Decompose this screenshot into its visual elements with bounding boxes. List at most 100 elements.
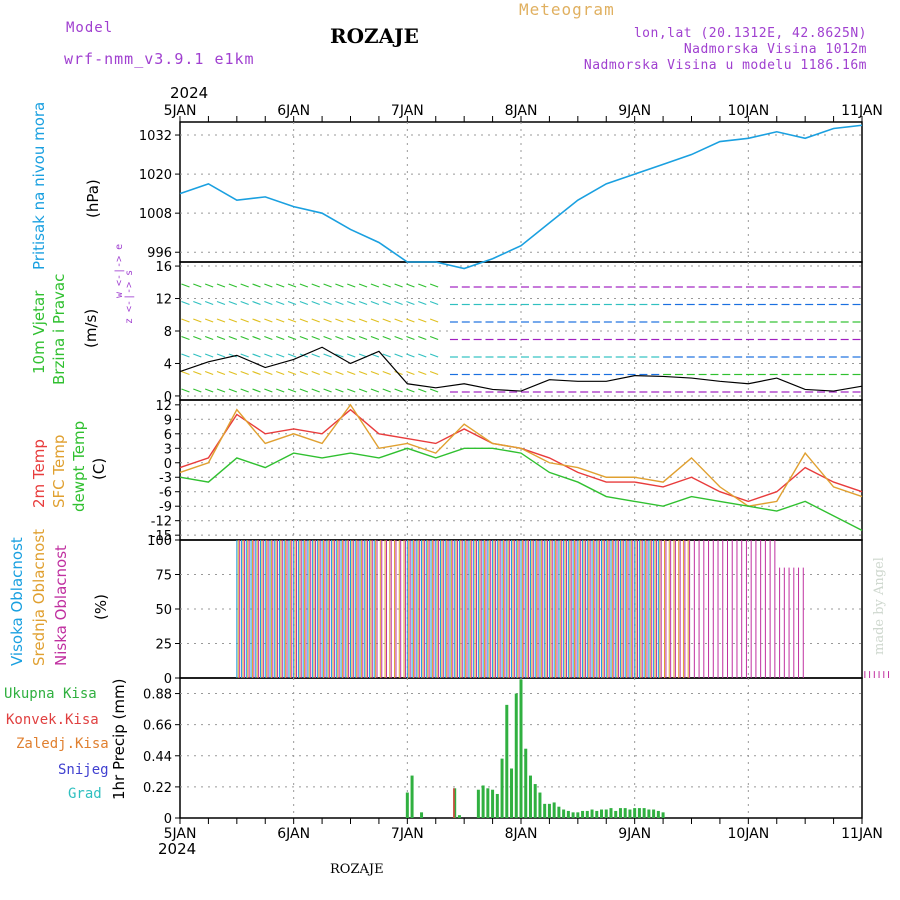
wind-barb: [193, 283, 202, 288]
wind-barb: [358, 370, 368, 376]
cloud-ytick-label: 50: [155, 603, 172, 618]
wind-barb: [323, 370, 332, 376]
precip-bar-total: [547, 803, 551, 818]
precip-ytick-label: 0: [164, 812, 172, 827]
cloud-ytick-label: 0: [164, 672, 172, 687]
wind-barb: [429, 388, 439, 393]
wind-barb: [429, 318, 439, 323]
wind-barb: [335, 388, 344, 393]
wind-barb: [382, 283, 391, 288]
wind-barb: [228, 370, 238, 376]
pressure-ytick-label: 1032: [139, 129, 172, 144]
wind-barb: [323, 318, 332, 323]
wind-barb: [406, 318, 415, 323]
station-title: ROZAJE: [330, 24, 419, 48]
year-top: 2024: [170, 84, 209, 102]
pressure-ytick-label: 996: [147, 246, 172, 261]
precip-bar-total: [514, 693, 518, 818]
precip-ytick-label: 0.88: [143, 688, 172, 703]
wind-barb: [323, 388, 332, 393]
temp-ytick-label: 0: [164, 457, 172, 472]
wind-barb: [429, 335, 439, 341]
wind-barb: [335, 283, 344, 288]
wind-barb: [216, 318, 226, 323]
precip-legend-snow: Snijeg: [58, 762, 109, 778]
precip-bar-total: [656, 810, 660, 818]
temp-ytick-label: -3: [159, 471, 172, 486]
cloud-ytick-label: 75: [155, 569, 172, 584]
wind-barb: [204, 353, 214, 358]
precip-bar-total: [486, 788, 490, 818]
wind-barb: [264, 300, 273, 306]
wind-barb: [429, 370, 439, 376]
wind-barb: [216, 335, 226, 341]
wind-barb: [311, 300, 320, 306]
wind-barb: [240, 283, 249, 288]
wind-barb: [418, 388, 427, 393]
pressure-line: [179, 124, 863, 270]
wind-barb: [418, 335, 427, 341]
precip-bar-total: [633, 808, 637, 818]
wind-barb: [287, 318, 297, 323]
wind-barb: [418, 283, 427, 288]
wind-barb: [181, 318, 190, 323]
precip-bar-total: [590, 809, 594, 818]
precip-bar-total: [528, 775, 532, 818]
wind-barb: [252, 283, 261, 288]
precip-bar-total: [571, 812, 575, 818]
year-bottom: 2024: [158, 840, 197, 858]
wind-barb: [216, 370, 226, 376]
wind-barb: [228, 283, 238, 288]
temp-ytick-label: 9: [164, 413, 172, 428]
wind-barb: [394, 353, 403, 358]
x-tick-label-bottom: 11JAN: [841, 826, 883, 842]
x-tick-label-bottom: 6JAN: [277, 826, 310, 842]
wind-barb: [240, 353, 249, 358]
wind-barb: [287, 300, 297, 306]
x-tick-label-top: 10JAN: [727, 103, 769, 119]
precip-bar-total: [628, 809, 632, 818]
wind-barb: [370, 300, 380, 306]
meteogram-title: Meteogram: [519, 0, 615, 19]
precip-bar-total: [491, 789, 495, 818]
wind-barb: [204, 370, 214, 376]
wind-barb: [394, 318, 403, 323]
wind-barb: [382, 353, 391, 358]
wind-barb: [193, 353, 202, 358]
wind-barb: [394, 388, 403, 393]
wind-barb: [311, 335, 320, 341]
precip-bar-total: [524, 748, 528, 818]
wind-barb: [299, 370, 309, 376]
wind-barb: [299, 300, 309, 306]
wind-barb: [311, 370, 320, 376]
wind-barb: [240, 300, 249, 306]
wind-barb: [216, 388, 226, 393]
wind-barb: [275, 318, 285, 323]
x-tick-label-bottom: 7JAN: [391, 826, 424, 842]
wind-barb: [335, 370, 344, 376]
wind-barb: [323, 300, 332, 306]
wind-barb: [358, 388, 368, 393]
wind-barb: [370, 318, 380, 323]
wind-barb: [370, 283, 380, 288]
wind-barb: [358, 300, 368, 306]
precip-bar-total: [661, 812, 665, 818]
precip-bar-total: [647, 809, 651, 818]
precip-bar-total: [623, 808, 627, 818]
wind-barb: [264, 283, 273, 288]
wind-ytick-label: 12: [155, 293, 172, 308]
wind-barb: [347, 300, 356, 306]
precip-bar-total: [510, 768, 514, 818]
wind-barb: [181, 335, 190, 341]
wind-barb: [264, 353, 273, 358]
model-altitude-info: Nadmorska Visina u modelu 1186.16m: [583, 58, 867, 73]
wind-barb: [311, 318, 320, 323]
precip-bar-total: [481, 785, 485, 818]
precip-bar-total: [595, 810, 599, 818]
wind-barb: [299, 318, 309, 323]
wind-barb: [287, 283, 297, 288]
wind-barb: [418, 318, 427, 323]
temp-ytick-label: -15: [151, 529, 172, 544]
precip-bar-total: [552, 802, 556, 818]
